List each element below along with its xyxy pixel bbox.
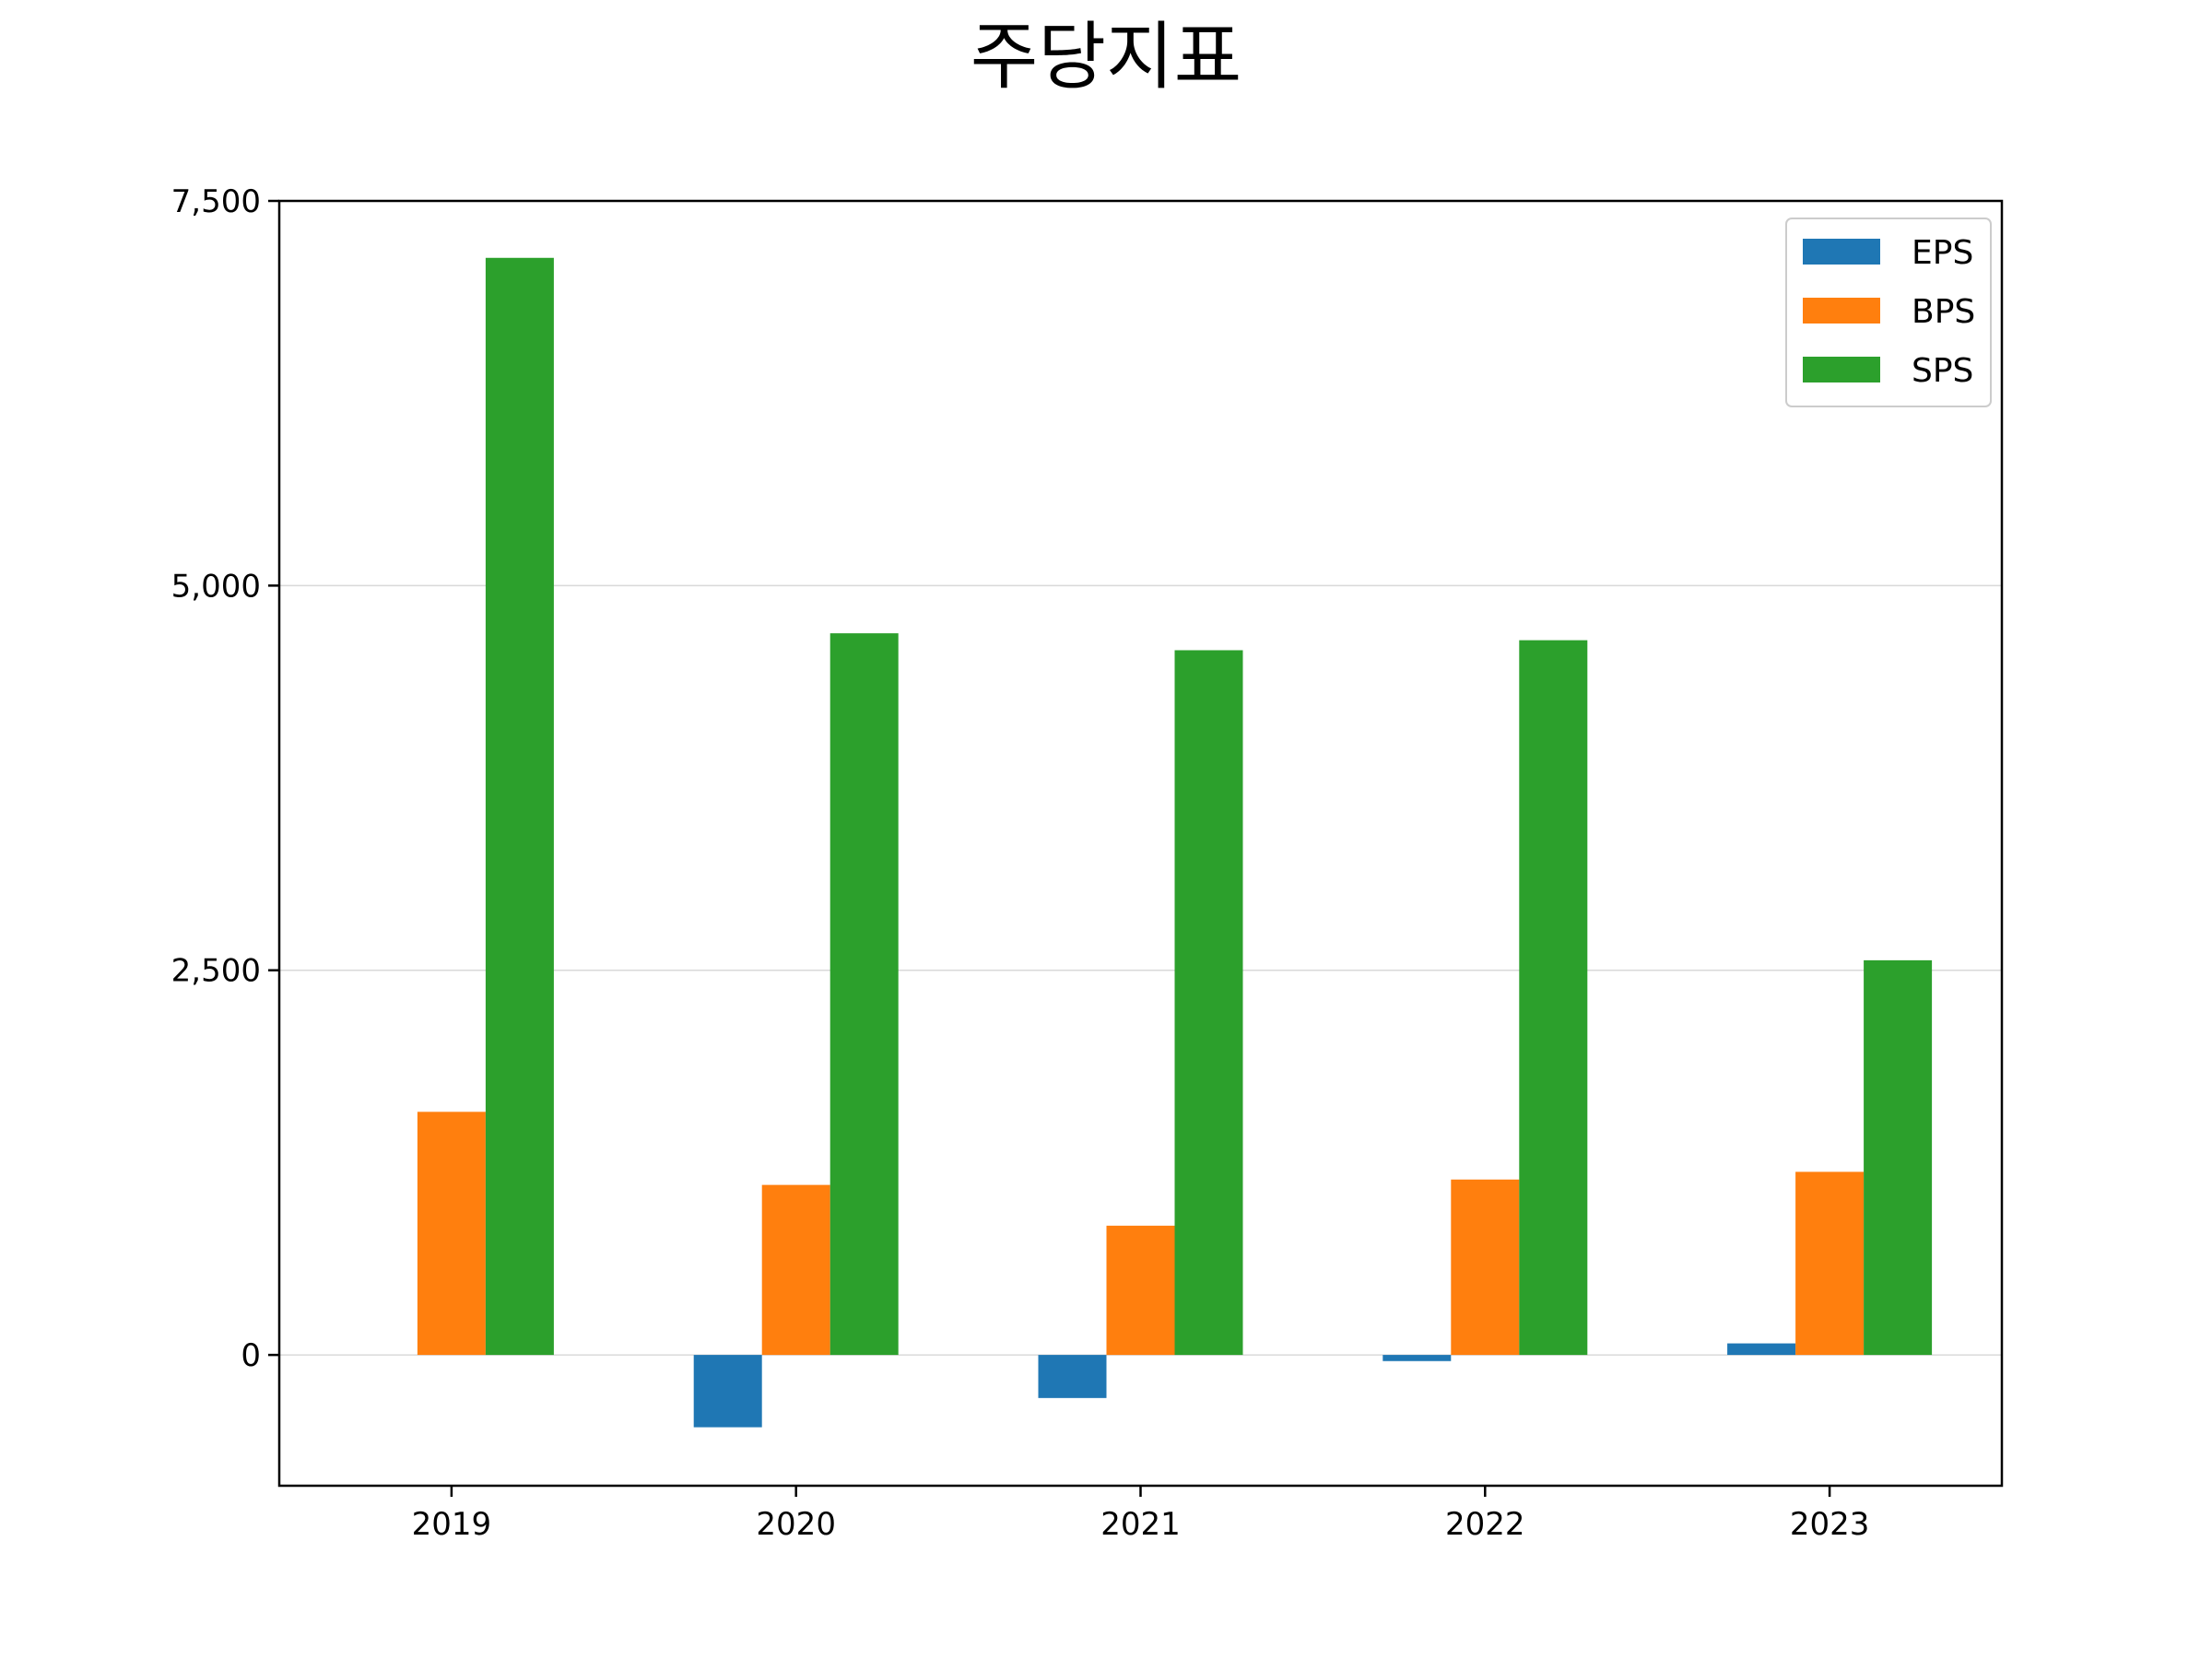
chart-title: 주당지표 <box>970 14 1242 100</box>
x-tick-label: 2021 <box>1100 1506 1181 1543</box>
x-tick-label: 2022 <box>1445 1506 1525 1543</box>
bar-sps-2023 <box>1864 959 1933 1356</box>
bar-eps-2023 <box>1727 1343 1796 1356</box>
bar-eps-2021 <box>1038 1355 1107 1398</box>
bar-bps-2022 <box>1451 1179 1520 1356</box>
axes: 0 2,500 5,000 7,500 2019 2020 2021 2022 2023 <box>171 183 1870 1543</box>
bar-sps-2019 <box>485 257 554 1356</box>
y-tick-label: 0 <box>241 1337 261 1374</box>
legend-label-eps: EPS <box>1912 234 1973 272</box>
bars <box>417 257 1933 1428</box>
y-tick-label: 7,500 <box>171 183 261 220</box>
bar-bps-2019 <box>417 1112 486 1356</box>
x-tick-label: 2020 <box>756 1506 836 1543</box>
bar-sps-2020 <box>830 633 899 1356</box>
bar-eps-2020 <box>693 1355 762 1428</box>
y-tick-label: 2,500 <box>171 953 261 990</box>
bar-bps-2020 <box>761 1184 830 1356</box>
bar-bps-2021 <box>1106 1225 1175 1356</box>
legend-label-bps: BPS <box>1912 293 1975 331</box>
legend-swatch-eps <box>1803 239 1880 265</box>
x-tick-label: 2019 <box>412 1506 492 1543</box>
y-tick-label: 5,000 <box>171 568 261 605</box>
bar-sps-2022 <box>1519 640 1588 1356</box>
legend-swatch-sps <box>1803 357 1880 382</box>
legend-swatch-bps <box>1803 298 1880 324</box>
x-tick-label: 2023 <box>1790 1506 1870 1543</box>
legend-label-sps: SPS <box>1912 352 1973 390</box>
bar-eps-2022 <box>1382 1355 1452 1361</box>
bar-sps-2021 <box>1174 650 1243 1356</box>
legend: EPS BPS SPS <box>1785 218 1992 407</box>
bar-bps-2023 <box>1795 1171 1865 1356</box>
